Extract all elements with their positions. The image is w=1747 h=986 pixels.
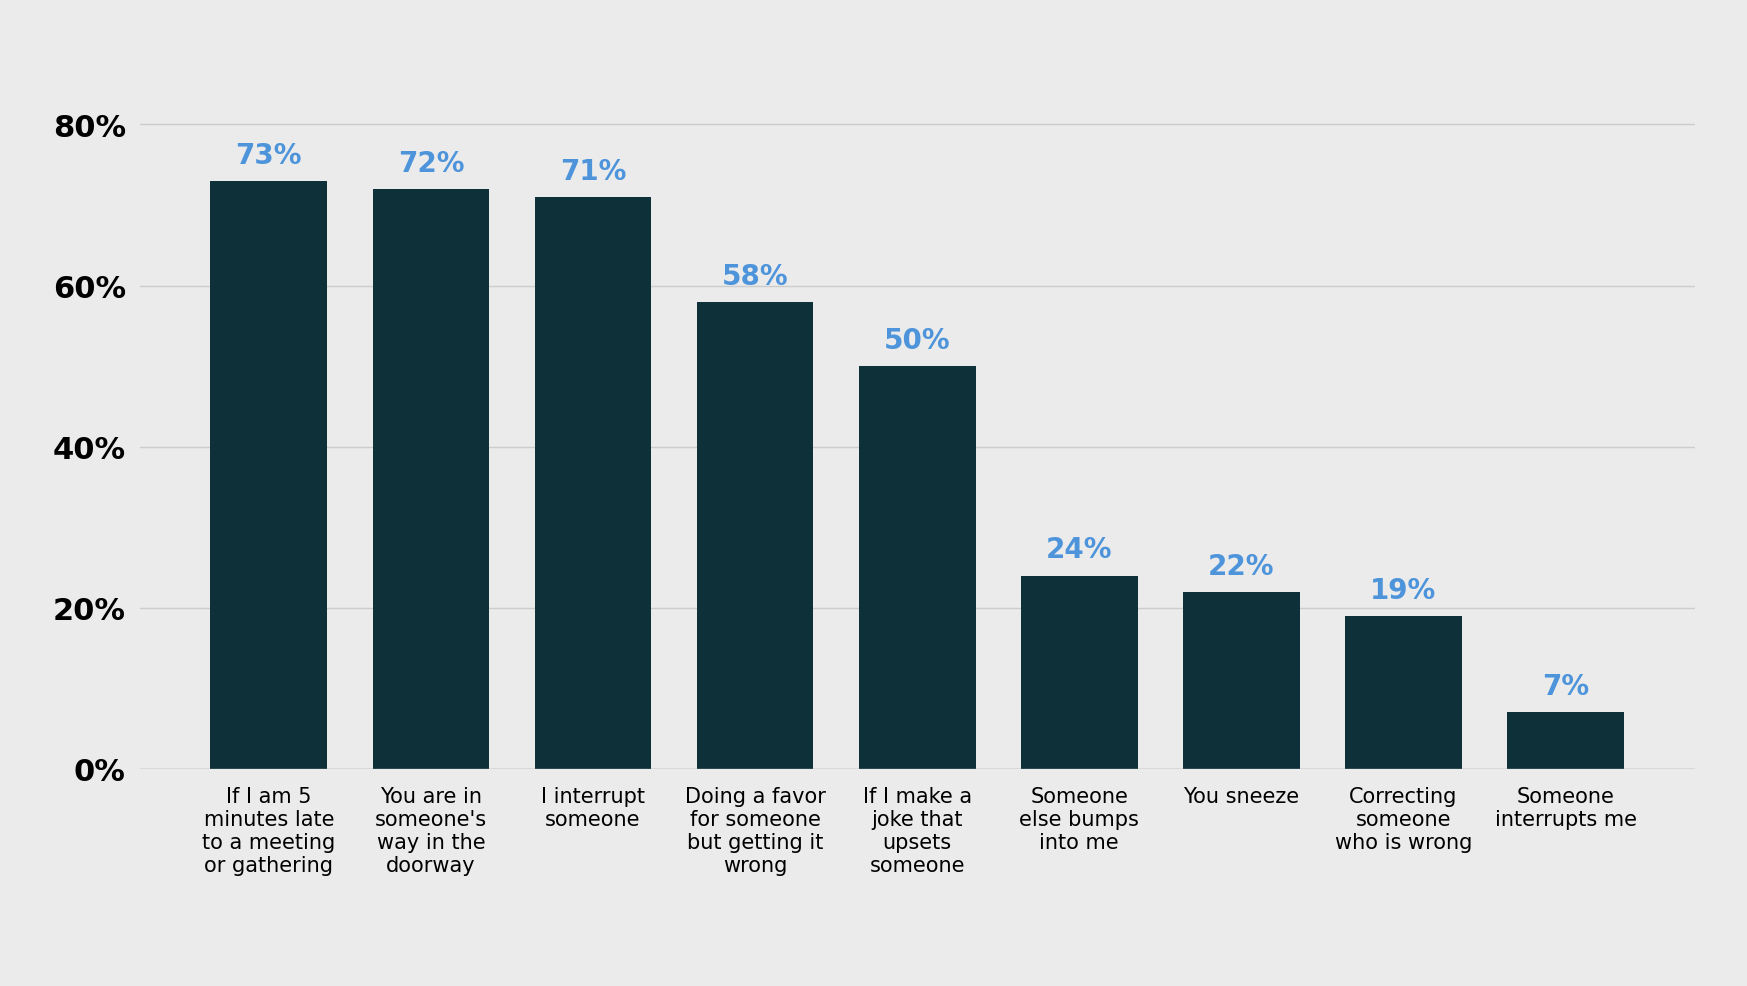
Bar xyxy=(697,303,814,769)
Text: 7%: 7% xyxy=(1543,672,1590,701)
Text: 58%: 58% xyxy=(722,262,788,290)
Text: 19%: 19% xyxy=(1370,576,1436,604)
Bar xyxy=(1183,592,1300,769)
Bar xyxy=(1508,713,1625,769)
Bar xyxy=(535,198,652,769)
Text: 72%: 72% xyxy=(398,150,465,177)
Bar xyxy=(372,189,489,769)
Bar xyxy=(210,181,327,769)
Bar xyxy=(1020,576,1137,769)
Text: 24%: 24% xyxy=(1046,536,1113,564)
Text: 22%: 22% xyxy=(1209,552,1275,580)
Text: 71%: 71% xyxy=(559,158,625,185)
Text: 50%: 50% xyxy=(884,326,950,355)
Text: 73%: 73% xyxy=(236,142,302,170)
Bar xyxy=(860,367,975,769)
Bar xyxy=(1345,616,1462,769)
